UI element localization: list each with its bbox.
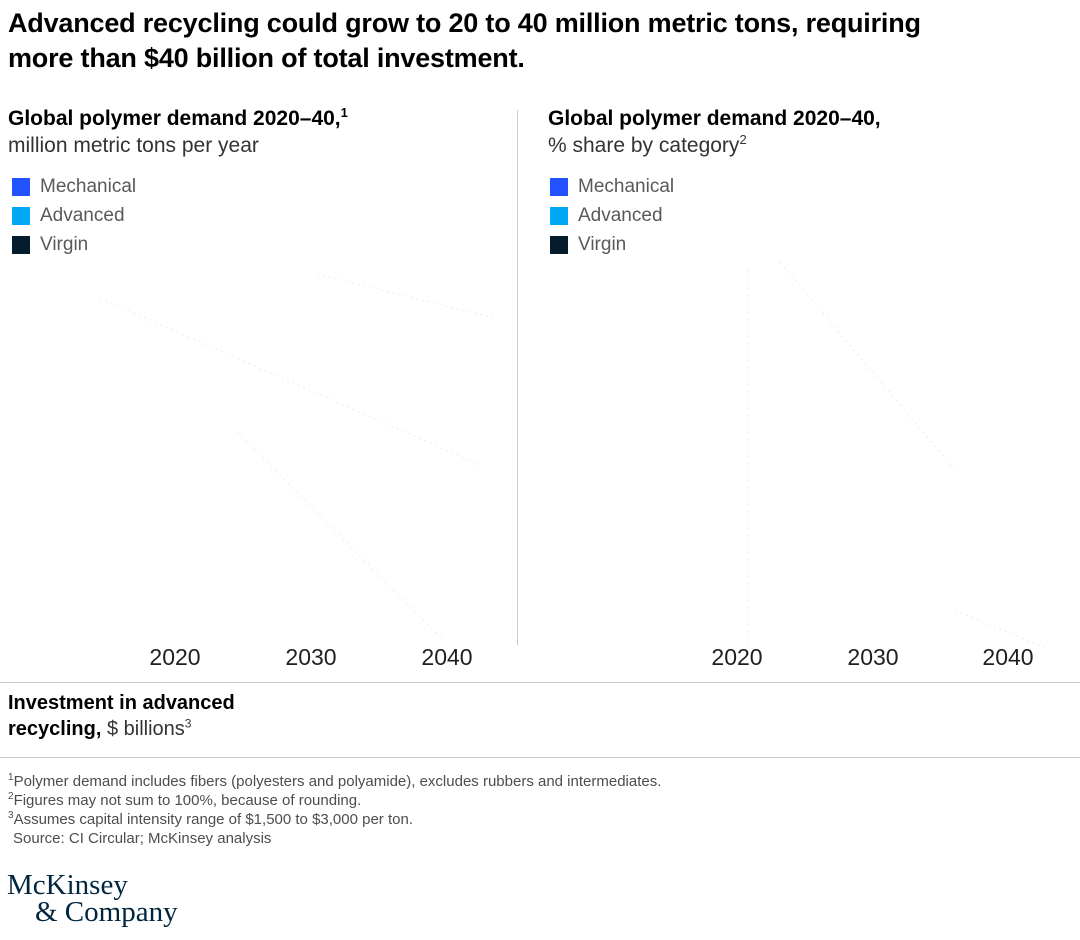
page-title: Advanced recycling could grow to 20 to 4… [8,6,1048,76]
footnote-3: 3Assumes capital intensity range of $1,5… [8,810,661,829]
legend-label-mechanical: Mechanical [578,175,675,197]
chart-right-header: Global polymer demand 2020–40, % share b… [548,105,881,159]
legend-swatch-virgin-icon [550,235,568,254]
chart-left-heading-text: Global polymer demand 2020–40, [8,107,341,130]
x-axis-label-left-2030: 2030 [285,644,337,670]
source-line-text: Source: CI Circular; McKinsey analysis [13,830,272,847]
footnote-2-text: Figures may not sum to 100%, because of … [13,792,362,809]
x-axis-label-left-2040: 2040 [421,644,473,670]
legend-label-virgin: Virgin [40,233,89,255]
investment-section: Investment in advanced recycling, $ bill… [0,682,1080,758]
legend-label-mechanical: Mechanical [40,175,137,197]
x-axis-label-right-2030: 2030 [847,644,899,670]
chart-right-subtitle-footnote-ref: 2 [739,132,747,147]
legend-swatch-advanced-icon [12,206,30,225]
footnotes: 1Polymer demand includes fibers (polyest… [8,772,661,848]
investment-heading-footnote-ref: 3 [184,716,192,731]
source-line: Source: CI Circular; McKinsey analysis [8,829,661,848]
chart-left-heading: Global polymer demand 2020–40,1 [8,105,348,132]
legend-label-advanced: Advanced [578,204,663,226]
legend-item-advanced: Advanced [12,204,136,226]
x-axis-label-left-2020: 2020 [149,644,201,670]
legend-label-advanced: Advanced [40,204,125,226]
chart-right-subtitle-text: % share by category [548,134,740,157]
mckinsey-logo: McKinsey & Company [7,869,178,928]
footnote-3-text: Assumes capital intensity range of $1,50… [13,811,413,828]
investment-heading: Investment in advanced recycling, $ bill… [8,690,266,742]
footnote-1-sup: 1 [8,772,14,783]
chart-right-subtitle: % share by category2 [548,132,881,159]
chart-left-legend: Mechanical Advanced Virgin [12,175,137,264]
footnote-2: 2Figures may not sum to 100%, because of… [8,791,661,810]
footnote-2-sup: 2 [8,791,14,802]
legend-item-mechanical: Mechanical [550,175,675,197]
logo-line-2: & Company [35,896,178,928]
page-title-line-2: more than $40 billion of total investmen… [8,43,525,73]
legend-swatch-mechanical-icon [550,177,568,196]
chart-ghost-artifacts [99,261,1046,649]
investment-heading-bold: Investment in advanced recycling, [8,692,235,740]
legend-swatch-advanced-icon [550,206,568,225]
x-axis-label-right-2040: 2040 [982,644,1034,670]
footnote-1: 1Polymer demand includes fibers (polyest… [8,772,661,791]
investment-heading-unit: $ billions [101,718,185,740]
chart-right-legend: Mechanical Advanced Virgin [550,175,675,264]
chart-right-heading: Global polymer demand 2020–40, [548,105,881,132]
legend-swatch-mechanical-icon [12,177,30,196]
footnote-1-text: Polymer demand includes fibers (polyeste… [13,773,662,790]
logo-line-1: McKinsey [7,869,128,901]
legend-label-virgin: Virgin [578,233,627,255]
footnote-3-sup: 3 [8,810,14,821]
chart-right-heading-text: Global polymer demand 2020–40, [548,107,881,130]
page-title-line-1: Advanced recycling could grow to 20 to 4… [8,8,921,38]
legend-item-advanced: Advanced [550,204,674,226]
chart-left-subtitle-text: million metric tons per year [8,134,259,157]
legend-item-virgin: Virgin [550,233,674,255]
legend-swatch-virgin-icon [12,235,30,254]
chart-left-subtitle: million metric tons per year [8,132,348,159]
legend-item-mechanical: Mechanical [12,175,137,197]
legend-item-virgin: Virgin [12,233,136,255]
x-axis-label-right-2020: 2020 [711,644,763,670]
chart-left-header: Global polymer demand 2020–40,1 million … [8,105,348,159]
chart-left-heading-footnote-ref: 1 [340,105,348,120]
panel-divider [517,110,518,645]
